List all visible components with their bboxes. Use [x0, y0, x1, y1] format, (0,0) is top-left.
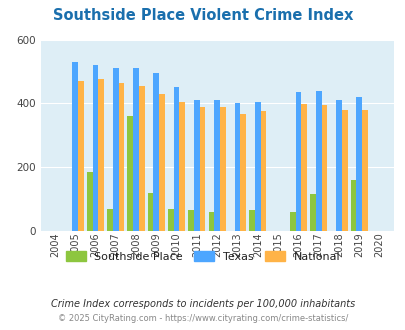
Bar	[133, 68, 139, 231]
Bar	[309, 194, 315, 231]
Bar	[254, 102, 260, 231]
Bar	[72, 62, 78, 231]
Bar	[260, 112, 266, 231]
Legend: Southside Place, Texas, National: Southside Place, Texas, National	[61, 247, 344, 267]
Bar	[127, 116, 133, 231]
Text: Crime Index corresponds to incidents per 100,000 inhabitants: Crime Index corresponds to incidents per…	[51, 299, 354, 309]
Bar	[199, 107, 205, 231]
Bar	[301, 104, 306, 231]
Bar	[78, 81, 83, 231]
Bar	[295, 92, 301, 231]
Bar	[356, 97, 361, 231]
Bar	[118, 82, 124, 231]
Bar	[113, 68, 118, 231]
Bar	[335, 100, 341, 231]
Bar	[321, 105, 326, 231]
Bar	[179, 102, 185, 231]
Bar	[107, 209, 113, 231]
Bar	[315, 91, 321, 231]
Bar	[173, 87, 179, 231]
Bar	[188, 210, 194, 231]
Bar	[98, 80, 104, 231]
Bar	[289, 212, 295, 231]
Bar	[240, 114, 245, 231]
Bar	[87, 172, 92, 231]
Bar	[194, 100, 199, 231]
Bar	[350, 180, 356, 231]
Bar	[147, 193, 153, 231]
Bar	[361, 111, 367, 231]
Bar	[159, 94, 164, 231]
Bar	[220, 107, 225, 231]
Bar	[249, 210, 254, 231]
Text: Southside Place Violent Crime Index: Southside Place Violent Crime Index	[53, 8, 352, 23]
Bar	[208, 212, 214, 231]
Bar	[139, 86, 144, 231]
Bar	[92, 65, 98, 231]
Bar	[341, 110, 347, 231]
Bar	[153, 73, 159, 231]
Bar	[234, 103, 240, 231]
Bar	[168, 209, 173, 231]
Bar	[214, 100, 220, 231]
Text: © 2025 CityRating.com - https://www.cityrating.com/crime-statistics/: © 2025 CityRating.com - https://www.city…	[58, 314, 347, 323]
